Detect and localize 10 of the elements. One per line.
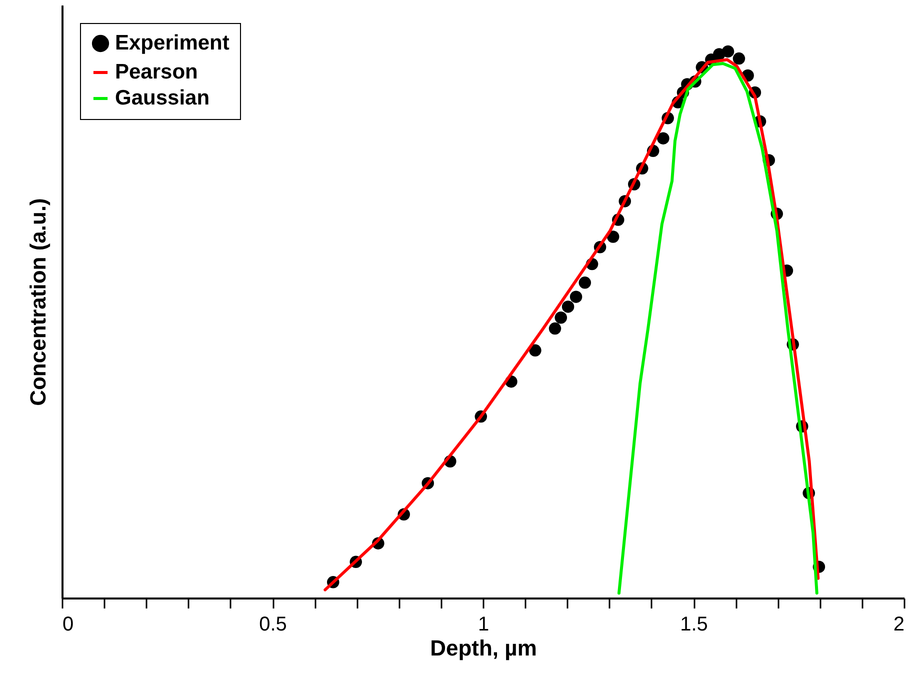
- legend-label: Experiment: [115, 32, 230, 54]
- x-tick-label: 0: [62, 614, 74, 636]
- x-tick-label: 0.5: [259, 614, 287, 636]
- x-tick-label: 1: [478, 614, 490, 636]
- x-axis-title: Depth, µm: [430, 636, 537, 660]
- legend-label: Pearson: [115, 60, 198, 84]
- y-axis-title: Concentration (a.u.): [26, 198, 50, 406]
- legend-label: Gaussian: [115, 86, 210, 110]
- x-tick-label: 1.5: [680, 614, 708, 636]
- x-tick-label: 2: [893, 614, 904, 636]
